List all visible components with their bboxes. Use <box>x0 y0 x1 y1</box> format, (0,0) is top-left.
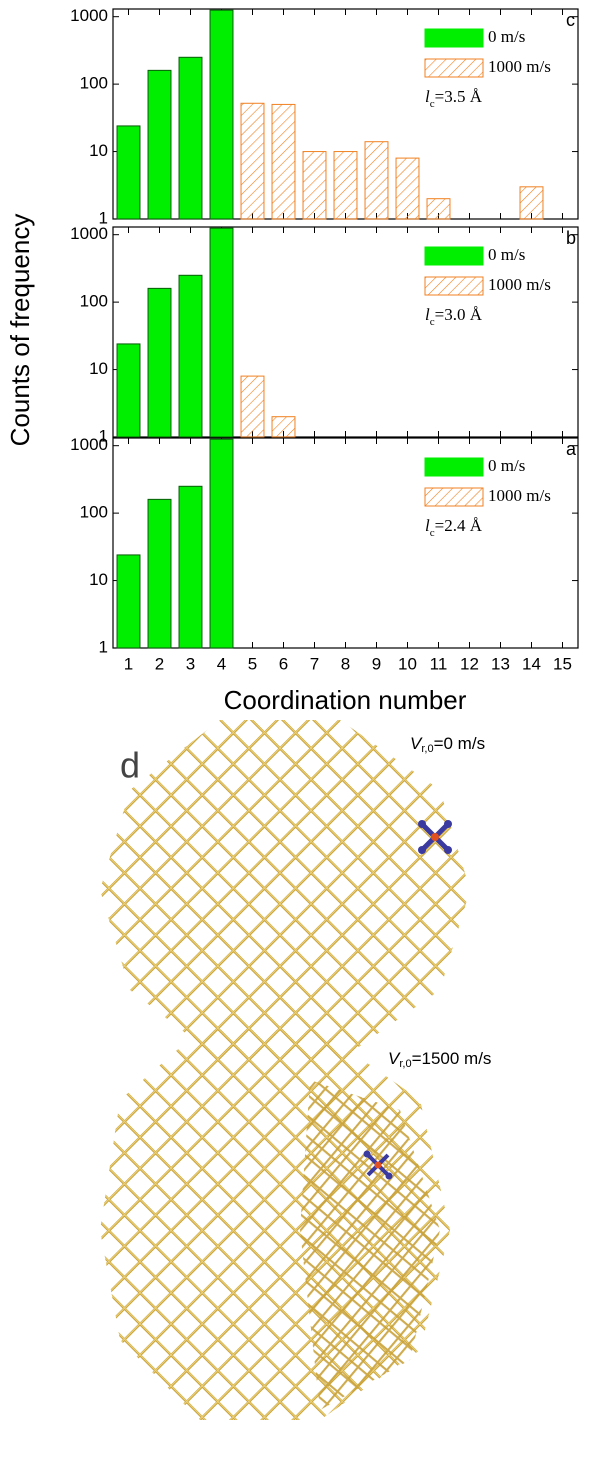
y-tick-label: 1000 <box>70 224 108 243</box>
legend-swatch <box>424 276 484 296</box>
x-tick-label: 3 <box>186 654 195 673</box>
molecule <box>363 1150 393 1180</box>
x-tick-label: 4 <box>217 654 226 673</box>
x-tick-label: 11 <box>430 654 448 673</box>
legend-label: 1000 m/s <box>488 486 551 505</box>
legend-label: 1000 m/s <box>488 57 551 76</box>
text: =0 m/s <box>434 734 486 753</box>
x-tick-label: 12 <box>460 654 479 673</box>
legend-label: 1000 m/s <box>488 275 551 294</box>
bar <box>147 69 172 220</box>
y-tick-label: 1000 <box>70 435 108 454</box>
y-tick-label: 10 <box>89 359 108 378</box>
x-tick-label: 13 <box>491 654 510 673</box>
x-tick-label: 1 <box>124 654 133 673</box>
bar <box>116 343 141 438</box>
panel-label: c <box>566 10 575 30</box>
subscript: c <box>430 98 435 110</box>
bar <box>147 287 172 438</box>
legend-swatch <box>424 487 484 507</box>
symbol: l <box>425 87 430 106</box>
annotation: lc=3.5 Å <box>425 87 483 110</box>
y-tick-label: 100 <box>80 292 108 311</box>
text: =3.5 Å <box>435 87 483 106</box>
bar <box>116 125 141 220</box>
symbol: V <box>388 1049 401 1068</box>
x-tick-label: 15 <box>553 654 572 673</box>
lattice <box>100 720 470 1060</box>
legend-label: 0 m/s <box>488 27 525 46</box>
symbol: V <box>410 734 423 753</box>
bar <box>395 157 420 220</box>
bar <box>178 485 203 649</box>
y-tick-label: 1000 <box>70 6 108 25</box>
bar <box>116 554 141 649</box>
legend-label: 0 m/s <box>488 245 525 264</box>
text: =1500 m/s <box>412 1049 492 1068</box>
bar <box>519 186 544 220</box>
symbol: l <box>425 516 430 535</box>
y-tick-label: 100 <box>80 503 108 522</box>
y-tick-label: 1 <box>99 208 108 227</box>
panel-d: d Vr,0=0 m/s Vr,0=1500 m/s <box>100 720 491 1420</box>
subscript: c <box>430 527 435 539</box>
x-tick-label: 9 <box>372 654 381 673</box>
y-tick-label: 1 <box>99 426 108 445</box>
bar <box>364 141 389 220</box>
y-tick-label: 100 <box>80 74 108 93</box>
legend-swatch <box>424 28 484 48</box>
bar <box>240 102 265 220</box>
bar <box>271 416 296 438</box>
speed-label: Vr,0=0 m/s <box>410 734 485 754</box>
bar <box>302 151 327 220</box>
x-tick-label: 10 <box>398 654 417 673</box>
subscript: r,0 <box>399 1058 411 1070</box>
panel-label: a <box>566 439 577 459</box>
bar <box>178 274 203 438</box>
y-tick-label: 10 <box>89 570 108 589</box>
bar <box>178 56 203 220</box>
bar <box>209 227 234 438</box>
bar <box>209 438 234 649</box>
bar <box>426 198 451 220</box>
symbol: l <box>425 305 430 324</box>
x-tick-label: 7 <box>310 654 319 673</box>
annotation: lc=3.0 Å <box>425 305 483 328</box>
text: =3.0 Å <box>435 305 483 324</box>
x-tick-label: 2 <box>155 654 164 673</box>
bar <box>209 9 234 220</box>
bar <box>271 103 296 220</box>
molecule <box>418 820 452 854</box>
legend-swatch <box>424 58 484 78</box>
x-tick-label: 14 <box>522 654 541 673</box>
bar <box>147 498 172 649</box>
subscript: c <box>430 316 435 328</box>
legend-swatch <box>424 457 484 477</box>
x-tick-label: 5 <box>248 654 257 673</box>
panel-label: d <box>120 745 140 786</box>
subscript: r,0 <box>421 743 433 755</box>
y-tick-label: 1 <box>99 637 108 656</box>
bar <box>333 151 358 220</box>
bar <box>240 375 265 438</box>
text: =2.4 Å <box>435 516 483 535</box>
legend-swatch <box>424 246 484 266</box>
y-tick-label: 10 <box>89 141 108 160</box>
legend-label: 0 m/s <box>488 456 525 475</box>
speed-label: Vr,0=1500 m/s <box>388 1049 491 1069</box>
y-axis-title: Counts of frequency <box>5 214 35 447</box>
x-tick-label: 6 <box>279 654 288 673</box>
x-axis-title: Coordination number <box>224 685 467 715</box>
panel-label: b <box>566 228 576 248</box>
x-tick-label: 8 <box>341 654 350 673</box>
annotation: lc=2.4 Å <box>425 516 483 539</box>
